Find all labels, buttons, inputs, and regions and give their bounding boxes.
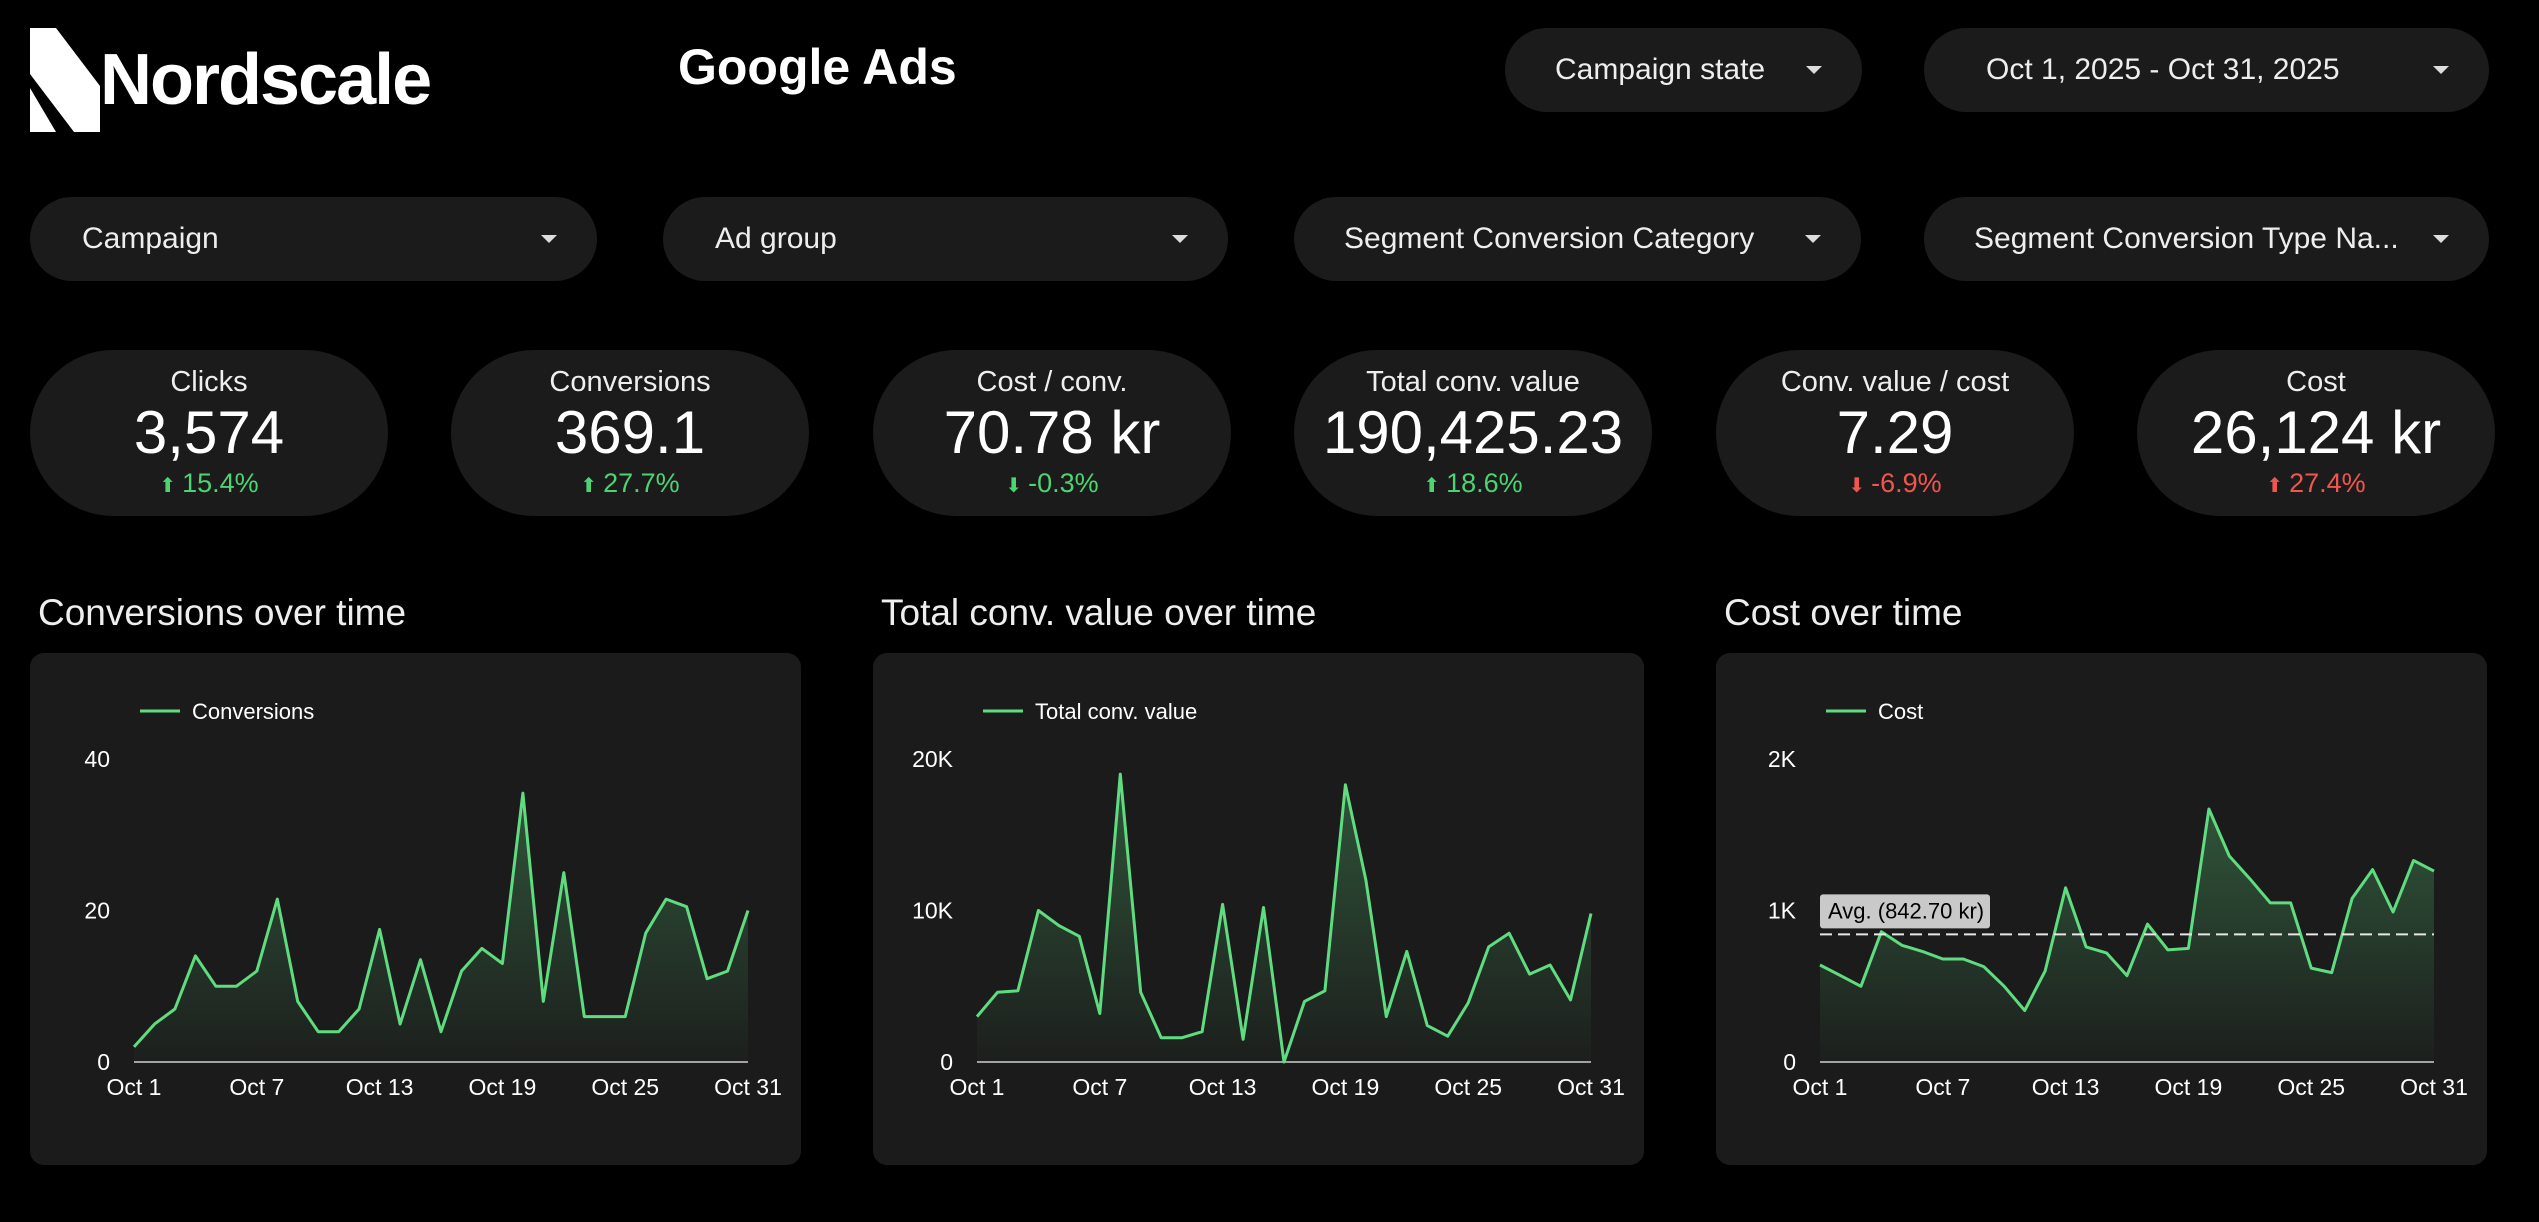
average-label: Avg. (842.70 kr) xyxy=(1828,898,1984,923)
kpi-label: Clicks xyxy=(170,366,248,398)
y-tick-label: 0 xyxy=(940,1049,953,1075)
y-tick-label: 1K xyxy=(1768,898,1797,924)
chevron-down-icon xyxy=(1172,235,1188,243)
chart-title: Cost over time xyxy=(1724,592,1963,633)
x-tick-label: Oct 25 xyxy=(1434,1074,1502,1100)
x-tick-label: Oct 7 xyxy=(229,1074,284,1100)
series-line xyxy=(975,772,1593,1064)
chart-title: Total conv. value over time xyxy=(881,592,1317,633)
kpi-conversions: Conversions 369.1 ⬆ 27.7% xyxy=(451,350,809,516)
conversions-chart[interactable]: Conversions 0 20 40 Oct 1 Oct 7 Oct 13 Oct 19 Oc… xyxy=(30,653,801,1165)
kpi-value: 70.78 kr xyxy=(943,399,1161,466)
arrow-up-icon: ⬆ xyxy=(2266,475,2284,497)
chart-svg: Conversions 0 20 40 Oct 1 Oct 7 Oct 13 Oct 19 Oc… xyxy=(84,699,782,1100)
kpi-cost: Cost 26,124 kr ⬆ 27.4% xyxy=(2137,350,2495,516)
chart-svg: Cost 0 1K 2K Avg. (842.70 kr) Oct 1 Oct 7 Oct 1… xyxy=(1768,699,2468,1100)
x-tick-label: Oct 13 xyxy=(1189,1074,1257,1100)
y-tick-label: 10K xyxy=(912,898,954,924)
legend-label: Cost xyxy=(1878,699,1923,724)
kpi-value: 369.1 xyxy=(554,399,706,466)
kpi-cost-per-conv: Cost / conv. 70.78 kr ⬇ -0.3% xyxy=(873,350,1231,516)
arrow-up-icon: ⬆ xyxy=(159,475,177,497)
y-tick-label: 0 xyxy=(97,1049,110,1075)
x-tick-label: Oct 1 xyxy=(1793,1074,1848,1100)
chart-title: Conversions over time xyxy=(38,592,407,633)
x-tick-label: Oct 25 xyxy=(591,1074,659,1100)
y-tick-label: 2K xyxy=(1768,746,1797,772)
x-tick-label: Oct 7 xyxy=(1072,1074,1127,1100)
campaign-state-label: Campaign state xyxy=(1555,53,1766,86)
kpi-clicks: Clicks 3,574 ⬆ 15.4% xyxy=(30,350,388,516)
series-area xyxy=(977,774,1591,1062)
y-tick-label: 20 xyxy=(84,898,110,924)
conversion-category-filter-dropdown[interactable]: Segment Conversion Category xyxy=(1294,197,1861,281)
chevron-down-icon xyxy=(2433,235,2449,243)
y-tick-label: 0 xyxy=(1783,1049,1796,1075)
chevron-down-icon xyxy=(541,235,557,243)
kpi-label: Total conv. value xyxy=(1366,366,1580,398)
kpi-delta: ⬆ 27.4% xyxy=(2266,468,2366,498)
page-title: Google Ads xyxy=(678,39,957,95)
campaign-filter-dropdown[interactable]: Campaign xyxy=(30,197,597,281)
kpi-value: 26,124 kr xyxy=(2190,399,2442,466)
kpi-delta: ⬇ -0.3% xyxy=(1005,468,1099,498)
y-tick-label: 40 xyxy=(84,746,110,772)
kpi-delta: ⬆ 18.6% xyxy=(1423,468,1523,498)
kpi-label: Cost / conv. xyxy=(976,366,1128,398)
cost-chart[interactable]: Cost 0 1K 2K Avg. (842.70 kr) Oct 1 Oct 7 Oct 1… xyxy=(1716,653,2487,1165)
campaign-state-dropdown[interactable]: Campaign state xyxy=(1505,28,1862,112)
average-label-bg xyxy=(1820,894,1990,929)
chevron-down-icon xyxy=(1806,66,1822,74)
series-line xyxy=(1819,807,2435,1012)
filter-label: Segment Conversion Category xyxy=(1344,222,1755,255)
total-conv-value-chart[interactable]: Total conv. value 0 10K 20K Oct 1 Oct 7 Oct 13… xyxy=(873,653,1644,1165)
x-tick-label: Oct 31 xyxy=(1557,1074,1625,1100)
y-tick-label: 20K xyxy=(912,746,954,772)
legend-label: Total conv. value xyxy=(1035,699,1197,724)
kpi-total-conv-value: Total conv. value 190,425.23 ⬆ 18.6% xyxy=(1294,350,1652,516)
kpi-value: 190,425.23 xyxy=(1322,399,1624,466)
arrow-down-icon: ⬇ xyxy=(1005,475,1023,497)
filter-label: Campaign xyxy=(82,222,219,255)
kpi-label: Conversions xyxy=(549,366,711,398)
arrow-up-icon: ⬆ xyxy=(1423,475,1441,497)
kpi-value: 7.29 xyxy=(1836,399,1954,466)
series-line xyxy=(132,791,750,1048)
nordscale-logo: Nordscale xyxy=(30,28,432,132)
x-tick-label: Oct 31 xyxy=(2400,1074,2468,1100)
x-tick-label: Oct 13 xyxy=(346,1074,414,1100)
x-tick-label: Oct 1 xyxy=(107,1074,162,1100)
x-tick-label: Oct 25 xyxy=(2277,1074,2345,1100)
x-tick-label: Oct 19 xyxy=(1312,1074,1380,1100)
kpi-delta: ⬇ -6.9% xyxy=(1848,468,1942,498)
kpi-label: Cost xyxy=(2286,366,2346,398)
ad-group-filter-dropdown[interactable]: Ad group xyxy=(663,197,1228,281)
legend-label: Conversions xyxy=(192,699,314,724)
x-tick-label: Oct 31 xyxy=(714,1074,782,1100)
nordscale-logo-icon xyxy=(30,28,100,132)
conversion-type-filter-dropdown[interactable]: Segment Conversion Type Na... xyxy=(1924,197,2489,281)
filter-label: Segment Conversion Type Na... xyxy=(1974,222,2399,255)
arrow-up-icon: ⬆ xyxy=(580,475,598,497)
series-area xyxy=(134,793,748,1062)
chevron-down-icon xyxy=(1805,235,1821,243)
x-tick-label: Oct 13 xyxy=(2032,1074,2100,1100)
kpi-value: 3,574 xyxy=(133,399,285,466)
arrow-down-icon: ⬇ xyxy=(1848,475,1866,497)
chart-svg: Total conv. value 0 10K 20K Oct 1 Oct 7 Oct 13… xyxy=(912,699,1625,1100)
kpi-delta: ⬆ 15.4% xyxy=(159,468,259,498)
kpi-delta: ⬆ 27.7% xyxy=(580,468,680,498)
chevron-down-icon xyxy=(2433,66,2449,74)
kpi-label: Conv. value / cost xyxy=(1780,366,2010,398)
date-range-picker[interactable]: Oct 1, 2025 - Oct 31, 2025 xyxy=(1924,28,2489,112)
series-area xyxy=(1820,809,2434,1062)
x-tick-label: Oct 19 xyxy=(469,1074,537,1100)
x-tick-label: Oct 1 xyxy=(950,1074,1005,1100)
brand-name: Nordscale xyxy=(100,40,432,120)
date-range-label: Oct 1, 2025 - Oct 31, 2025 xyxy=(1986,53,2340,86)
x-tick-label: Oct 7 xyxy=(1915,1074,1970,1100)
filter-label: Ad group xyxy=(715,222,837,255)
kpi-conv-value-per-cost: Conv. value / cost 7.29 ⬇ -6.9% xyxy=(1716,350,2074,516)
x-tick-label: Oct 19 xyxy=(2155,1074,2223,1100)
